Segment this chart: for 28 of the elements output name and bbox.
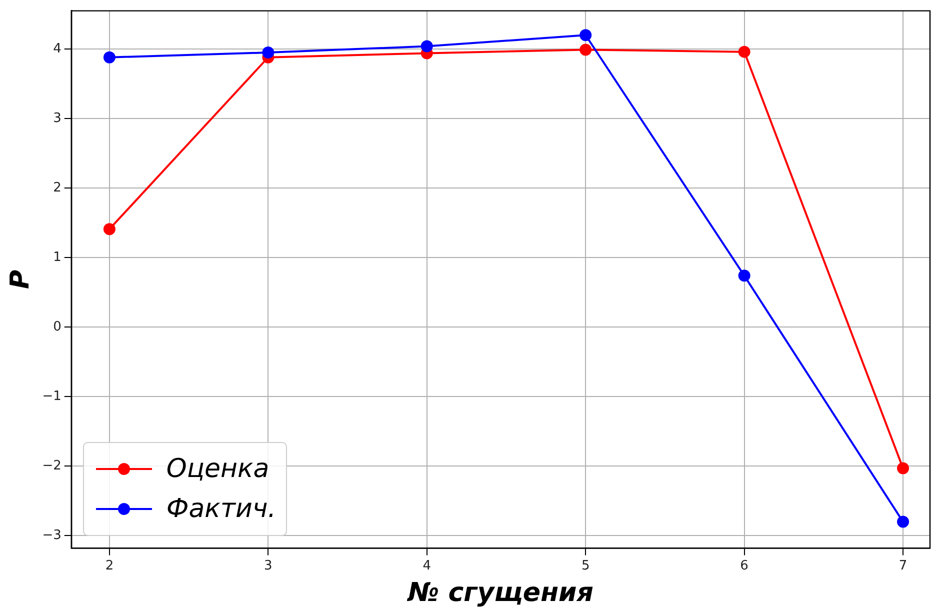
x-tick-label: 3	[264, 558, 272, 574]
y-tick-label: 1	[53, 250, 62, 265]
point	[103, 223, 116, 236]
point	[580, 44, 592, 56]
x-tick-label: 2	[105, 558, 114, 574]
legend-label: Оценка	[166, 454, 270, 484]
point	[897, 462, 910, 474]
point	[262, 46, 274, 59]
y-tick-label: −1	[42, 389, 62, 404]
point	[103, 51, 116, 64]
x-axis-title: № сгущения	[406, 578, 594, 608]
point	[420, 40, 433, 52]
y-axis-title: P	[5, 270, 36, 290]
legend-label: Фактич.	[166, 494, 276, 524]
point	[897, 516, 910, 528]
y-tick-label: −3	[42, 528, 62, 544]
y-tick-label: 0	[53, 319, 62, 334]
x-tick-label: 5	[581, 558, 590, 574]
y-tick-label: 2	[53, 180, 62, 196]
y-tick-label: 4	[53, 41, 62, 56]
x-tick-label: 4	[422, 558, 432, 574]
y-tick-label: −2	[42, 458, 62, 474]
point	[738, 270, 750, 282]
point	[738, 46, 750, 58]
y-tick-label: 3	[53, 110, 62, 126]
x-tick-label: 6	[740, 558, 748, 574]
point	[580, 29, 592, 42]
x-tick-label: 7	[898, 558, 908, 574]
